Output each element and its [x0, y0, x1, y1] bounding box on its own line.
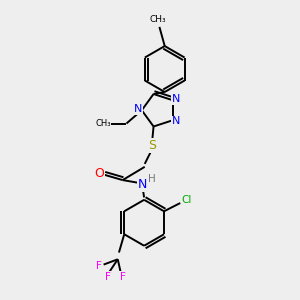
Text: F: F	[96, 261, 102, 271]
Text: CH₃: CH₃	[95, 119, 111, 128]
Text: O: O	[94, 167, 104, 180]
Text: H: H	[148, 174, 156, 184]
Text: S: S	[148, 139, 156, 152]
Text: CH₃: CH₃	[149, 15, 166, 24]
Text: N: N	[138, 178, 147, 191]
Text: N: N	[172, 116, 180, 127]
Text: F: F	[120, 272, 126, 282]
Text: F: F	[104, 272, 110, 282]
Text: Cl: Cl	[182, 195, 192, 205]
Text: N: N	[134, 104, 142, 114]
Text: N: N	[172, 94, 180, 104]
